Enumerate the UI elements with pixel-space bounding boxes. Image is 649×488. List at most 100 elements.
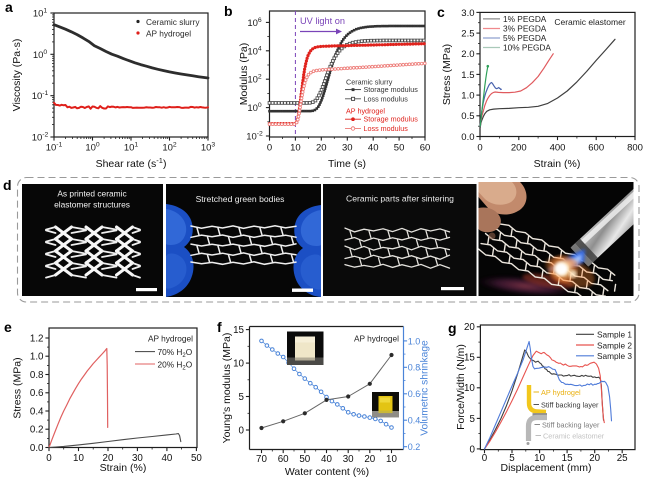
svg-text:0.6: 0.6	[408, 389, 421, 399]
svg-text:0.0: 0.0	[461, 132, 474, 143]
svg-text:1% PEGDA: 1% PEGDA	[503, 14, 547, 24]
svg-text:5: 5	[509, 453, 515, 464]
svg-text:25: 25	[617, 453, 628, 464]
svg-text:Viscosity (Pa·s): Viscosity (Pa·s)	[11, 39, 23, 112]
svg-text:Young's modulus (MPa): Young's modulus (MPa)	[221, 333, 233, 444]
svg-text:0.2: 0.2	[30, 425, 44, 436]
svg-text:1.5: 1.5	[461, 70, 474, 81]
svg-text:20: 20	[316, 143, 327, 154]
svg-text:Force/Width (N/m): Force/Width (N/m)	[455, 344, 467, 430]
svg-text:AP hydrogel: AP hydrogel	[346, 106, 385, 115]
svg-text:5% PEGDA: 5% PEGDA	[503, 33, 547, 43]
svg-text:AP hydrogel: AP hydrogel	[354, 334, 399, 344]
svg-text:1.0: 1.0	[461, 91, 474, 102]
svg-text:2.5: 2.5	[461, 29, 474, 40]
svg-text:600: 600	[588, 143, 604, 154]
svg-text:50: 50	[394, 143, 405, 154]
svg-text:30: 30	[342, 143, 353, 154]
svg-text:Ceramic slurry: Ceramic slurry	[346, 78, 393, 87]
svg-text:15: 15	[233, 325, 244, 336]
svg-text:Modulus (Pa): Modulus (Pa)	[238, 43, 250, 105]
svg-text:elastomer structures: elastomer structures	[54, 200, 130, 210]
svg-text:Ceramic elastomer: Ceramic elastomer	[543, 432, 605, 441]
svg-text:10: 10	[290, 143, 301, 154]
svg-text:Sample 2: Sample 2	[597, 340, 632, 350]
svg-text:30: 30	[132, 453, 143, 464]
svg-text:40: 40	[368, 143, 379, 154]
svg-text:f: f	[217, 319, 222, 335]
svg-text:50: 50	[299, 454, 310, 465]
svg-text:0.4: 0.4	[30, 406, 44, 417]
svg-text:Stiff backing layer: Stiff backing layer	[541, 401, 599, 410]
svg-text:0.8: 0.8	[30, 370, 44, 381]
svg-text:Shear rate (s-1): Shear rate (s-1)	[96, 156, 167, 170]
svg-text:c: c	[437, 4, 445, 20]
svg-text:Time (s): Time (s)	[328, 158, 366, 170]
svg-text:50: 50	[191, 453, 202, 464]
svg-text:Stiff backing layer: Stiff backing layer	[542, 421, 600, 430]
svg-text:e: e	[4, 319, 12, 335]
svg-text:g: g	[448, 320, 457, 336]
svg-text:Loss modulus: Loss modulus	[364, 94, 409, 103]
svg-text:Volumetric shrinkage: Volumetric shrinkage	[420, 340, 431, 436]
svg-text:10: 10	[386, 454, 397, 465]
svg-text:Ceramic slurry: Ceramic slurry	[146, 17, 200, 27]
svg-text:Strain (%): Strain (%)	[534, 158, 581, 170]
svg-text:AP hydrogel: AP hydrogel	[148, 334, 193, 344]
svg-text:0: 0	[267, 143, 272, 154]
svg-text:As printed ceramic: As printed ceramic	[57, 189, 126, 199]
svg-text:AP hydrogel: AP hydrogel	[146, 29, 191, 39]
svg-text:Stretched green bodies: Stretched green bodies	[196, 194, 285, 204]
svg-text:1.0: 1.0	[408, 336, 421, 346]
svg-text:30: 30	[343, 454, 354, 465]
svg-text:Storage modulus: Storage modulus	[364, 85, 419, 94]
svg-text:1.0: 1.0	[30, 352, 44, 363]
svg-text:10% PEGDA: 10% PEGDA	[503, 43, 551, 53]
svg-text:Displacement (mm): Displacement (mm)	[500, 462, 591, 474]
svg-text:0.2: 0.2	[408, 442, 421, 452]
svg-text:0.0: 0.0	[30, 443, 44, 454]
svg-text:20: 20	[103, 453, 114, 464]
svg-text:40: 40	[321, 454, 332, 465]
svg-text:5: 5	[239, 392, 245, 403]
svg-text:10: 10	[73, 453, 84, 464]
svg-text:60: 60	[278, 454, 289, 465]
svg-text:Ceramic elastomer: Ceramic elastomer	[554, 17, 625, 27]
svg-text:40: 40	[161, 453, 172, 464]
svg-text:10: 10	[233, 359, 244, 370]
svg-text:60: 60	[420, 143, 431, 154]
svg-text:Ceramic parts after sintering: Ceramic parts after sintering	[346, 194, 454, 204]
svg-text:0: 0	[46, 453, 52, 464]
svg-text:Strain (%): Strain (%)	[100, 462, 147, 474]
svg-text:b: b	[224, 3, 233, 19]
svg-text:20: 20	[589, 453, 600, 464]
svg-text:Water content (%): Water content (%)	[285, 466, 369, 478]
svg-text:Storage modulus: Storage modulus	[364, 115, 419, 124]
svg-text:0: 0	[482, 453, 488, 464]
svg-text:3.0: 3.0	[461, 8, 474, 19]
svg-text:Stress (MPa): Stress (MPa)	[12, 357, 24, 418]
svg-text:UV light on: UV light on	[300, 16, 345, 26]
svg-text:800: 800	[627, 143, 643, 154]
svg-text:3% PEGDA: 3% PEGDA	[503, 24, 547, 34]
svg-text:0: 0	[469, 444, 475, 455]
svg-text:a: a	[5, 0, 13, 15]
svg-text:15: 15	[562, 453, 573, 464]
svg-text:70: 70	[256, 454, 267, 465]
svg-text:5: 5	[469, 414, 475, 425]
svg-text:20: 20	[364, 454, 375, 465]
svg-text:0.4: 0.4	[408, 416, 421, 426]
svg-text:0.8: 0.8	[408, 363, 421, 373]
svg-text:1.2: 1.2	[30, 333, 44, 344]
svg-text:20: 20	[464, 322, 475, 333]
svg-text:10: 10	[534, 453, 545, 464]
svg-text:0: 0	[239, 425, 245, 436]
svg-text:Loss modulus: Loss modulus	[364, 124, 409, 133]
svg-text:Stress (MPa): Stress (MPa)	[441, 44, 453, 105]
svg-text:0: 0	[477, 143, 482, 154]
svg-text:15: 15	[464, 353, 475, 364]
svg-text:d: d	[3, 177, 12, 193]
svg-text:Sample 1: Sample 1	[597, 330, 632, 340]
svg-text:0.6: 0.6	[30, 388, 44, 399]
svg-text:200: 200	[511, 143, 527, 154]
